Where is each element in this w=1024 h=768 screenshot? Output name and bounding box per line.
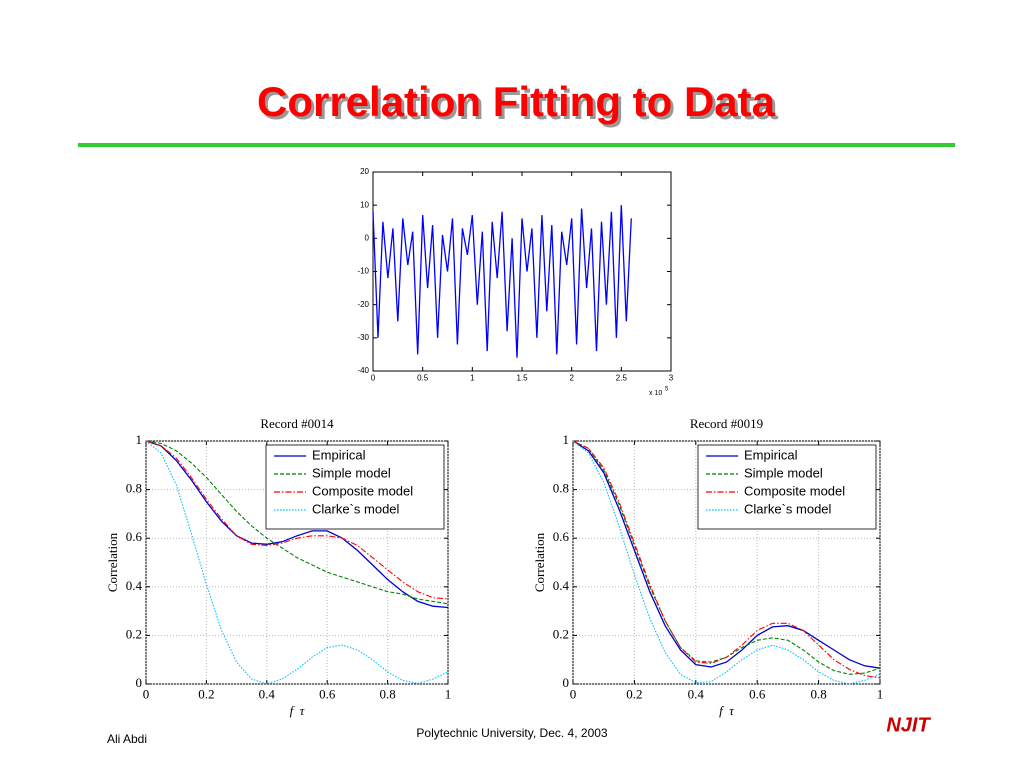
x-tick-label: 3 (669, 373, 674, 382)
legend-label: Composite model (744, 483, 845, 498)
chart-title: Record #0014 (260, 416, 334, 431)
chart-title: Record #0019 (690, 416, 763, 431)
x-tick-label: 2 (569, 373, 574, 382)
series-line (145, 440, 449, 685)
legend-box (265, 444, 445, 530)
plot-area (372, 171, 672, 372)
y-tick-label: 0.8 (553, 481, 569, 496)
x-axis-label: f τ (290, 703, 306, 718)
y-tick-label: 0.8 (126, 481, 142, 496)
x-tick-label: 0.4 (688, 687, 705, 702)
y-tick-label: 0 (136, 675, 143, 690)
y-tick-label: 0.2 (126, 626, 142, 641)
y-tick-label: 0 (365, 233, 370, 242)
series-line (145, 440, 449, 605)
y-tick-label: 1 (563, 432, 570, 447)
legend-label: Empirical (744, 447, 798, 462)
y-tick-label: 0 (563, 675, 570, 690)
y-tick-label: 1 (136, 432, 143, 447)
y-axis-label: Correlation (532, 532, 547, 592)
legend-label: Simple model (744, 465, 823, 480)
x-tick-label: 1 (877, 687, 884, 702)
x-multiplier: x 10 (649, 390, 662, 397)
x-multiplier-exp: 5 (665, 387, 669, 393)
x-tick-label: 0.6 (749, 687, 766, 702)
x-tick-label: 0.8 (810, 687, 826, 702)
x-tick-label: 0 (570, 687, 577, 702)
y-tick-label: 0.6 (126, 529, 143, 544)
x-tick-label: 1 (470, 373, 475, 382)
legend-label: Simple model (312, 465, 391, 480)
x-tick-label: 0.8 (379, 687, 395, 702)
x-tick-label: 1.5 (516, 373, 528, 382)
y-axis-label: Correlation (105, 532, 120, 592)
x-tick-label: 0.2 (626, 687, 642, 702)
y-tick-label: 0.6 (553, 529, 570, 544)
y-tick-label: -20 (357, 300, 369, 309)
x-tick-label: 0.5 (417, 373, 429, 382)
legend-box (697, 444, 877, 530)
legend-label: Composite model (312, 483, 413, 498)
y-tick-label: 0.4 (553, 578, 570, 593)
logo: NJIT (886, 714, 931, 736)
x-tick-label: 0 (143, 687, 150, 702)
x-tick-label: 0 (371, 373, 376, 382)
x-tick-label: 0.2 (198, 687, 214, 702)
x-axis-label: f τ (719, 703, 735, 718)
x-tick-label: 2.5 (616, 373, 628, 382)
y-tick-label: 20 (360, 167, 369, 176)
x-tick-label: 0.6 (319, 687, 336, 702)
series-line (572, 440, 881, 669)
y-tick-label: -10 (357, 267, 369, 276)
footer-venue: Polytechnic University, Dec. 4, 2003 (416, 726, 608, 740)
y-tick-label: 10 (360, 200, 369, 209)
x-tick-label: 0.4 (259, 687, 276, 702)
legend-label: Empirical (312, 447, 366, 462)
y-tick-label: 0.2 (553, 626, 569, 641)
series-line (372, 205, 632, 358)
series-line (145, 440, 449, 609)
logo-box (878, 716, 938, 738)
series-line (572, 440, 881, 679)
y-tick-label: -30 (357, 333, 369, 342)
legend-label: Clarke`s model (744, 501, 832, 516)
series-line (145, 440, 449, 600)
x-tick-label: 1 (445, 687, 452, 702)
footer-author: Ali Abdi (107, 732, 147, 746)
slide-title: Correlation Fitting to Data (257, 78, 776, 125)
legend-label: Clarke`s model (312, 501, 400, 516)
title-shadow: Correlation Fitting to Data (260, 81, 779, 128)
y-tick-label: 0.4 (126, 578, 143, 593)
y-tick-label: -40 (357, 366, 369, 375)
